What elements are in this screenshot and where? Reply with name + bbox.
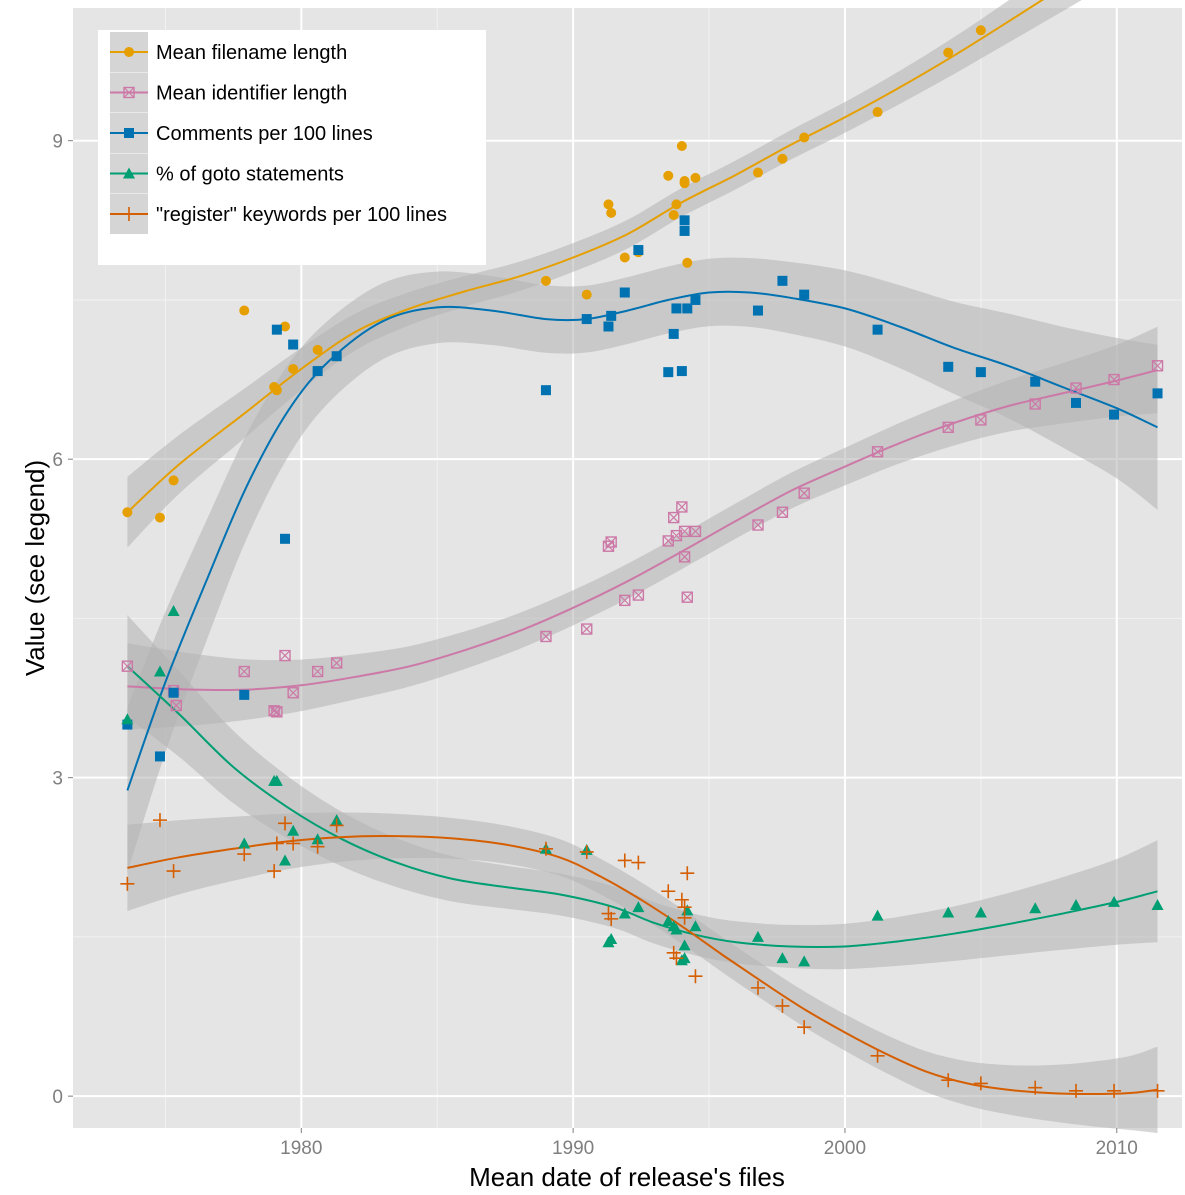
data-point (122, 507, 132, 517)
legend-label: "register" keywords per 100 lines (156, 204, 447, 226)
data-point (976, 25, 986, 35)
legend-label: Comments per 100 lines (156, 123, 373, 145)
data-point (541, 276, 551, 286)
data-point (272, 325, 282, 335)
data-point (680, 226, 690, 236)
data-point (777, 276, 787, 286)
data-point (541, 385, 551, 395)
data-point (169, 688, 179, 698)
data-point (777, 154, 787, 164)
data-point (943, 362, 953, 372)
data-point (582, 290, 592, 300)
x-tick-label: 1990 (552, 1138, 594, 1159)
data-point (680, 178, 690, 188)
data-point (873, 325, 883, 335)
data-point (799, 290, 809, 300)
data-point (239, 690, 249, 700)
data-point (753, 168, 763, 178)
data-point (1030, 377, 1040, 387)
y-axis: 0 3 6 9 (52, 132, 73, 1108)
data-point (669, 329, 679, 339)
data-point (671, 199, 681, 209)
legend-label: % of goto statements (156, 164, 344, 186)
x-tick-label: 1980 (280, 1138, 322, 1159)
x-axis-title: Mean date of release's files (469, 1162, 785, 1192)
data-point (663, 367, 673, 377)
data-point (677, 141, 687, 151)
data-point (313, 366, 323, 376)
y-tick-label: 6 (52, 450, 63, 471)
legend-label: Mean filename length (156, 42, 347, 64)
y-tick-label: 3 (52, 769, 63, 790)
data-point (753, 306, 763, 316)
legend-label: Mean identifier length (156, 83, 347, 105)
data-point (582, 314, 592, 324)
data-point (943, 48, 953, 58)
data-point (169, 475, 179, 485)
data-point (620, 252, 630, 262)
data-point (690, 173, 700, 183)
data-point (332, 351, 342, 361)
data-point (1109, 410, 1119, 420)
legend-key-marker (124, 47, 134, 57)
data-point (680, 215, 690, 225)
data-point (663, 171, 673, 181)
data-point (799, 133, 809, 143)
data-point (976, 367, 986, 377)
y-tick-label: 0 (52, 1087, 63, 1108)
data-point (677, 366, 687, 376)
y-tick-label: 9 (52, 132, 63, 153)
data-point (155, 751, 165, 761)
x-tick-label: 2000 (824, 1138, 866, 1159)
x-axis: 1980 1990 2000 2010 (280, 1128, 1138, 1159)
data-point (1153, 388, 1163, 398)
data-point (671, 303, 681, 313)
legend-box (98, 30, 486, 265)
data-point (633, 245, 643, 255)
data-point (280, 534, 290, 544)
data-point (690, 295, 700, 305)
data-point (288, 340, 298, 350)
data-point (669, 210, 679, 220)
data-point (1071, 398, 1081, 408)
data-point (272, 385, 282, 395)
x-tick-label: 2010 (1096, 1138, 1138, 1159)
data-point (155, 513, 165, 523)
legend-key-marker (124, 128, 134, 138)
data-point (620, 288, 630, 298)
data-point (873, 107, 883, 117)
data-point (606, 311, 616, 321)
data-point (603, 321, 613, 331)
data-point (313, 345, 323, 355)
data-point (606, 208, 616, 218)
data-point (682, 258, 692, 268)
data-point (603, 199, 613, 209)
data-point (288, 364, 298, 374)
y-axis-title: Value (see legend) (20, 460, 50, 676)
data-point (239, 306, 249, 316)
legend: Mean filename length Mean identifier leng… (98, 30, 486, 265)
